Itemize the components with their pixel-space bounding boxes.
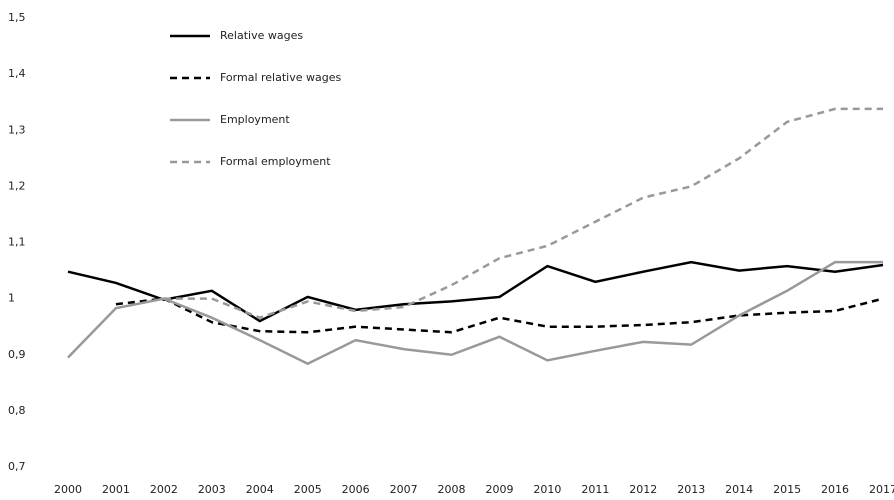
x-tick-label: 2015 — [773, 483, 801, 496]
series-line — [67, 260, 884, 323]
y-tick-label: 0,7 — [8, 460, 26, 473]
y-tick-label: 1 — [8, 292, 15, 305]
series-line — [163, 107, 883, 320]
series-line — [115, 297, 884, 334]
x-tick-label: 2009 — [485, 483, 513, 496]
y-tick-label: 1,5 — [8, 11, 26, 24]
x-tick-label: 2003 — [198, 483, 226, 496]
x-tick-label: 2006 — [342, 483, 370, 496]
y-tick-label: 0,8 — [8, 404, 26, 417]
legend-label: Employment — [220, 113, 290, 126]
x-tick-label: 2012 — [629, 483, 657, 496]
x-tick-label: 2007 — [390, 483, 418, 496]
legend-label: Relative wages — [220, 29, 303, 42]
x-tick-label: 2017 — [869, 483, 894, 496]
x-tick-label: 2001 — [102, 483, 130, 496]
x-tick-label: 2013 — [677, 483, 705, 496]
x-tick-label: 2016 — [821, 483, 849, 496]
y-tick-label: 1,1 — [8, 236, 26, 249]
x-tick-label: 2004 — [246, 483, 274, 496]
x-tick-label: 2011 — [581, 483, 609, 496]
x-tick-label: 2010 — [533, 483, 561, 496]
x-tick-label: 2000 — [54, 483, 82, 496]
y-tick-label: 1,3 — [8, 123, 26, 136]
x-tick-label: 2005 — [294, 483, 322, 496]
y-tick-label: 0,9 — [8, 348, 26, 361]
series-line — [67, 260, 883, 366]
legend-label: Formal relative wages — [220, 71, 341, 84]
legend-label: Formal employment — [220, 155, 331, 168]
x-tick-label: 2002 — [150, 483, 178, 496]
y-tick-label: 1,4 — [8, 67, 26, 80]
y-tick-label: 1,2 — [8, 179, 26, 192]
x-tick-label: 2014 — [725, 483, 753, 496]
x-tick-label: 2008 — [438, 483, 466, 496]
